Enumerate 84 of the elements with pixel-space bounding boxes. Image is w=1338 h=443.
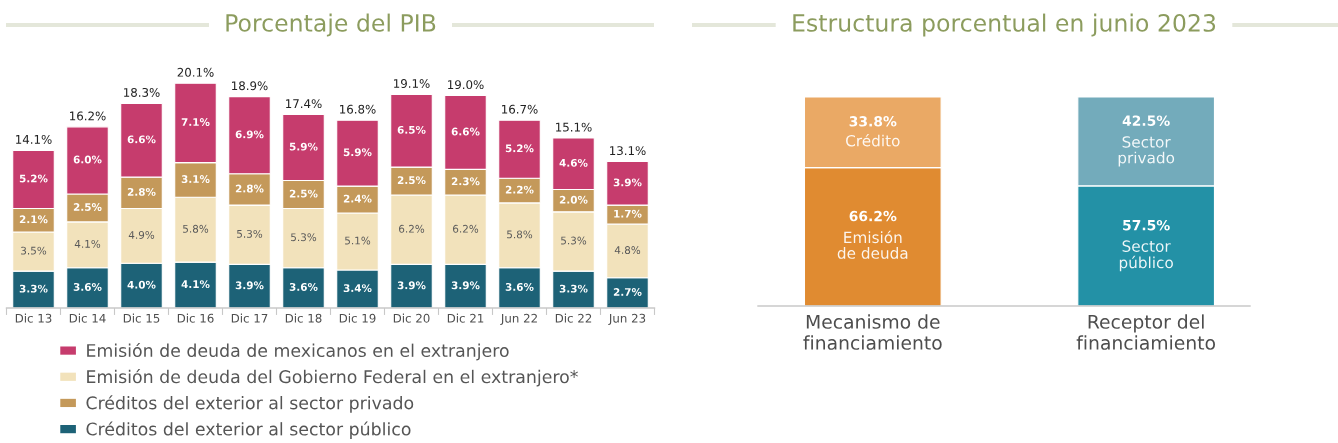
x-tick-label: Dic 13: [15, 313, 52, 323]
legend-label: Créditos del exterior al sector privado: [86, 395, 414, 413]
total-label: 16.7%: [502, 104, 538, 114]
x-tick-label: Mecanismo de financiamiento: [803, 314, 942, 350]
data-label: 2.8%: [235, 184, 264, 193]
data-label: 3.1%: [181, 175, 210, 183]
x-tick-label: Dic 16: [177, 313, 214, 323]
data-label: 3.5%: [21, 246, 47, 255]
data-label: 3.9%: [235, 281, 264, 290]
total-label: 17.4%: [286, 99, 322, 109]
total-label: 13.1%: [610, 146, 646, 156]
chart-title: Estructura porcentual en junio 2023: [793, 13, 1216, 37]
total-label: 15.1%: [556, 122, 592, 132]
data-label: 6.0%: [73, 155, 102, 164]
legend-label: Emisión de deuda de mexicanos en el extranjero: [87, 342, 509, 361]
total-label: 20.1%: [177, 67, 214, 77]
x-tick-label: Receptor del financiamiento: [1076, 314, 1216, 350]
legend-label: Emisión de deuda del Gobierno Federal en el extranjero*: [87, 369, 578, 387]
x-tick-label: Jun 23: [608, 313, 646, 325]
total-label: 19.0%: [448, 80, 484, 90]
x-tick-label: Dic 15: [123, 313, 160, 323]
data-label: 5.2%: [505, 144, 534, 153]
x-tick-label: Dic 19: [339, 313, 376, 323]
data-label: 5.3%: [237, 229, 263, 238]
total-label: 16.2%: [70, 111, 106, 121]
data-label: 57.5% Sector público: [1119, 219, 1173, 272]
data-label: 4.9%: [128, 231, 155, 239]
data-label: 1.7%: [614, 209, 642, 218]
data-label: 5.9%: [289, 142, 318, 151]
data-label: 2.5%: [73, 203, 102, 211]
data-label: 3.9%: [397, 281, 426, 290]
data-label: 3.4%: [343, 284, 372, 293]
data-label: 4.6%: [559, 158, 588, 167]
data-label: 5.3%: [561, 236, 587, 245]
data-label: 5.3%: [291, 233, 317, 242]
data-label: 2.4%: [343, 194, 372, 203]
data-label: 33.8% Crédito: [846, 116, 900, 147]
data-label: 6.2%: [453, 224, 479, 233]
data-label: 3.9%: [613, 178, 642, 187]
data-label: 5.9%: [343, 148, 372, 157]
data-label: 3.6%: [505, 283, 534, 291]
data-label: 2.2%: [505, 185, 534, 194]
data-label: 6.6%: [451, 127, 480, 136]
data-label: 4.1%: [74, 239, 101, 248]
total-label: 18.3%: [124, 87, 160, 97]
data-label: 2.8%: [127, 187, 156, 196]
data-label: 3.9%: [451, 281, 480, 290]
data-label: 4.8%: [614, 246, 641, 254]
x-tick-label: Dic 17: [231, 313, 268, 323]
data-label: 7.1%: [181, 118, 210, 126]
data-label: 3.6%: [73, 283, 102, 291]
legend-label: Créditos del exterior al sector público: [86, 421, 411, 439]
total-label: 19.1%: [394, 79, 430, 88]
data-label: 42.5% Sector privado: [1118, 115, 1175, 167]
x-tick-label: Dic 18: [285, 313, 322, 323]
data-label: 2.7%: [613, 288, 642, 296]
data-label: 5.1%: [345, 236, 371, 245]
x-tick-label: Dic 20: [393, 313, 430, 323]
data-label: 2.3%: [451, 177, 480, 186]
x-tick-label: Jun 22: [500, 313, 537, 325]
data-label: 4.1%: [181, 280, 210, 289]
data-label: 3.3%: [559, 284, 588, 293]
data-label: 2.5%: [397, 176, 426, 185]
data-label: 66.2% Emisión de deuda: [837, 210, 908, 259]
data-label: 6.5%: [397, 125, 426, 134]
data-label: 3.6%: [289, 283, 318, 291]
chart-title: Porcentaje del PIB: [226, 13, 436, 37]
data-label: 6.6%: [127, 135, 156, 144]
data-label: 2.1%: [19, 215, 48, 224]
data-label: 6.2%: [399, 224, 425, 233]
data-label: 5.8%: [183, 224, 209, 233]
data-label: 5.8%: [507, 230, 533, 239]
data-label: 2.0%: [559, 195, 588, 204]
total-label: 14.1%: [16, 134, 52, 144]
x-tick-label: Dic 14: [69, 313, 106, 323]
data-label: 5.2%: [19, 174, 48, 183]
data-label: 3.3%: [19, 284, 48, 293]
data-label: 2.5%: [289, 189, 318, 198]
total-label: 18.9%: [232, 81, 268, 91]
data-label: 4.0%: [127, 280, 156, 289]
x-tick-label: Dic 22: [555, 313, 592, 323]
data-label: 6.9%: [235, 130, 264, 139]
x-tick-label: Dic 21: [447, 313, 484, 323]
total-label: 16.8%: [340, 104, 376, 114]
